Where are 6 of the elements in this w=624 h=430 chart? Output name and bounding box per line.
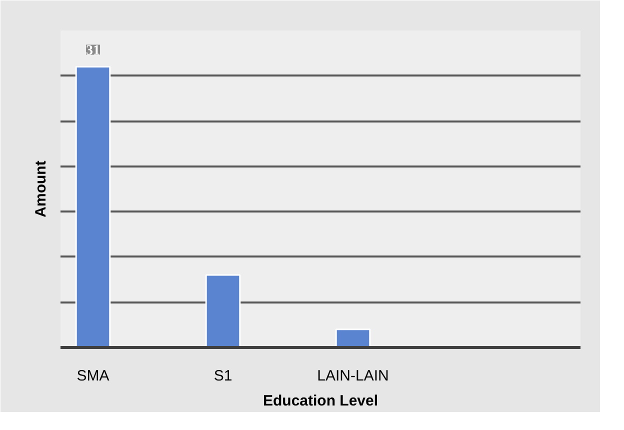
- data-label: 31: [86, 44, 100, 59]
- x-axis-title: Education Level: [262, 392, 378, 410]
- x-tick-label: LAIN-LAIN: [317, 368, 389, 384]
- x-tick-label: SMA: [76, 368, 110, 384]
- x-tick-label: S1: [214, 368, 232, 384]
- y-axis-title: Amount: [32, 160, 50, 218]
